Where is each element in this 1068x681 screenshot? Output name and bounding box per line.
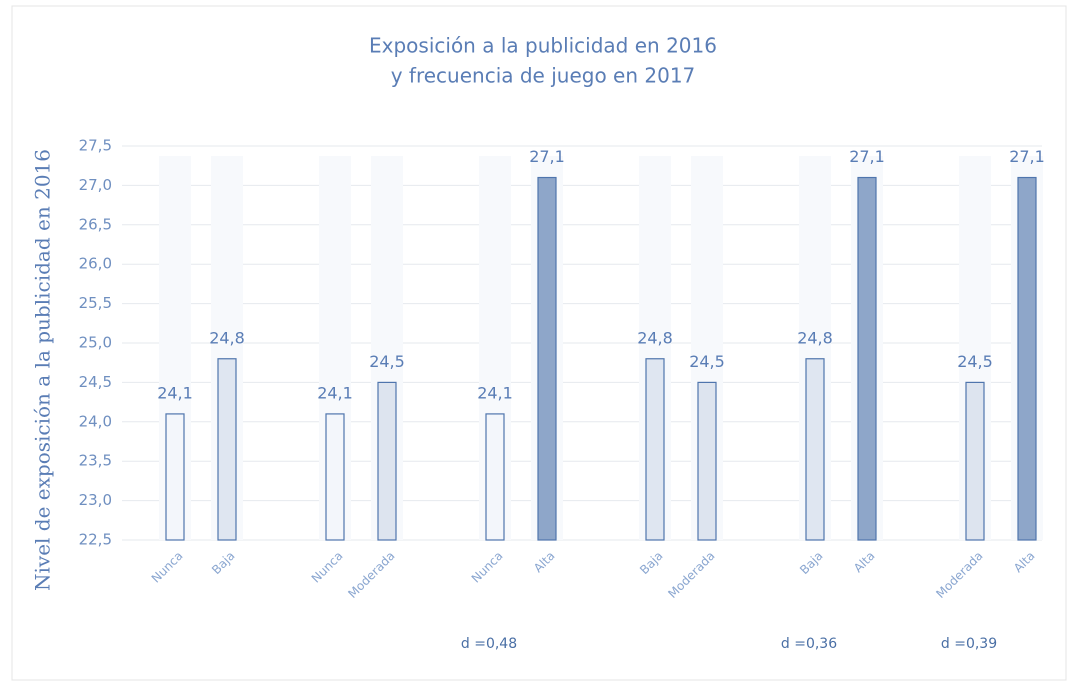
bar bbox=[217, 358, 237, 541]
value-label: 24,1 bbox=[477, 383, 513, 402]
y-tick-label: 22,5 bbox=[79, 531, 112, 549]
chart-title: Exposición a la publicidad en 2016 bbox=[369, 34, 717, 58]
value-label: 24,8 bbox=[209, 328, 245, 347]
y-tick-label: 26,5 bbox=[79, 215, 112, 233]
y-tick-label: 27,0 bbox=[79, 176, 112, 194]
y-tick-label: 23,0 bbox=[79, 491, 112, 509]
bar bbox=[325, 413, 345, 541]
y-tick-label: 25,0 bbox=[79, 334, 112, 352]
y-tick-label: 24,5 bbox=[79, 373, 112, 391]
value-label: 24,1 bbox=[157, 383, 193, 402]
value-label: 24,5 bbox=[689, 352, 725, 371]
bar bbox=[697, 381, 717, 541]
value-label: 27,1 bbox=[529, 147, 565, 166]
value-label: 24,5 bbox=[957, 352, 993, 371]
bar bbox=[537, 176, 557, 541]
value-label: 27,1 bbox=[1009, 147, 1045, 166]
y-tick-label: 23,5 bbox=[79, 452, 112, 470]
y-tick-label: 27,5 bbox=[79, 137, 112, 155]
y-axis-label: Nivel de exposición a la publicidad en 2… bbox=[31, 149, 55, 591]
bar bbox=[645, 358, 665, 541]
bar bbox=[1017, 176, 1037, 541]
annotation: d =0,48 bbox=[461, 636, 517, 652]
bar bbox=[165, 413, 185, 541]
bar bbox=[857, 176, 877, 541]
annotation: d =0,39 bbox=[941, 636, 997, 652]
bar bbox=[805, 358, 825, 541]
chart-title: y frecuencia de juego en 2017 bbox=[391, 64, 696, 88]
value-label: 27,1 bbox=[849, 147, 885, 166]
value-label: 24,1 bbox=[317, 383, 353, 402]
value-label: 24,5 bbox=[369, 352, 405, 371]
value-label: 24,8 bbox=[797, 328, 833, 347]
bar bbox=[965, 381, 985, 541]
value-label: 24,8 bbox=[637, 328, 673, 347]
y-tick-label: 26,0 bbox=[79, 255, 112, 273]
y-tick-label: 24,0 bbox=[79, 412, 112, 430]
bar bbox=[485, 413, 505, 541]
annotation: d =0,36 bbox=[781, 636, 837, 652]
y-tick-label: 25,5 bbox=[79, 294, 112, 312]
bar bbox=[377, 381, 397, 541]
